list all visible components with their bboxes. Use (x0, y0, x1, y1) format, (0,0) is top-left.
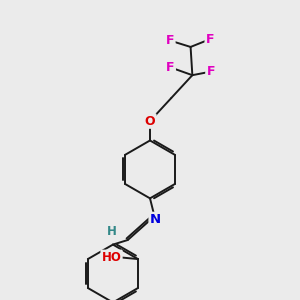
Text: H: H (107, 225, 117, 238)
Text: F: F (206, 65, 215, 78)
Text: F: F (166, 61, 175, 74)
Text: F: F (166, 34, 174, 47)
Text: F: F (206, 33, 214, 46)
Text: O: O (145, 115, 155, 128)
Text: HO: HO (102, 251, 122, 264)
Text: N: N (150, 213, 161, 226)
